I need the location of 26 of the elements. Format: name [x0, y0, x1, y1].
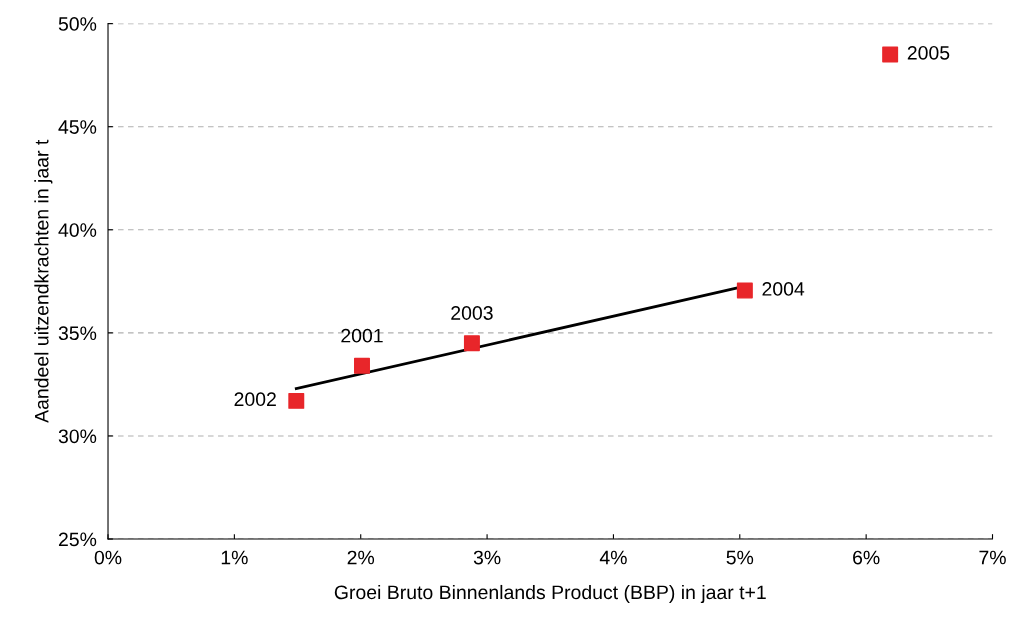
y-tick-label: 30% [58, 429, 97, 444]
x-tick-label: 6% [853, 550, 880, 565]
annotation: 2002 [234, 392, 276, 407]
x-axis-title: Groei Bruto Binnenlands Product (BBP) in jaar t+1 [334, 584, 766, 604]
annotation: 2004 [762, 282, 805, 296]
y-tick-label: 40% [58, 223, 97, 238]
point [354, 357, 370, 374]
annotation: 2005 [907, 45, 950, 60]
x-tick-label: 7% [979, 550, 1006, 565]
point [463, 335, 480, 352]
x-tick-label: 5% [726, 550, 754, 565]
x-tick-label: 2% [347, 550, 375, 565]
point [288, 392, 305, 409]
annotation: 2003 [451, 306, 493, 320]
x-tick-label: 3% [473, 550, 501, 565]
point [882, 46, 899, 63]
annotation: 2001 [341, 328, 383, 343]
y-tick-label: 25% [58, 532, 97, 547]
point [736, 282, 753, 299]
y-tick-label: 50% [58, 17, 97, 31]
y-axis-title: Aandeel uitzendkrachten in jaar t [34, 139, 53, 423]
x-tick-label: 0% [94, 550, 122, 565]
x-tick-label: 1% [221, 550, 248, 565]
y-tick-label: 35% [58, 326, 97, 341]
y-tick-label: 45% [58, 120, 97, 134]
x-tick-label: 4% [599, 550, 627, 565]
